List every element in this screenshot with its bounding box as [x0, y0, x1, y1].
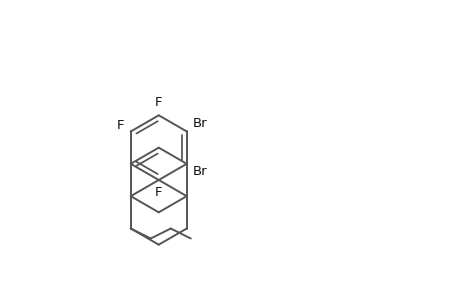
Text: F: F [155, 97, 162, 110]
Text: F: F [116, 119, 123, 132]
Text: F: F [155, 186, 162, 199]
Text: Br: Br [192, 165, 207, 178]
Text: Br: Br [192, 117, 207, 130]
